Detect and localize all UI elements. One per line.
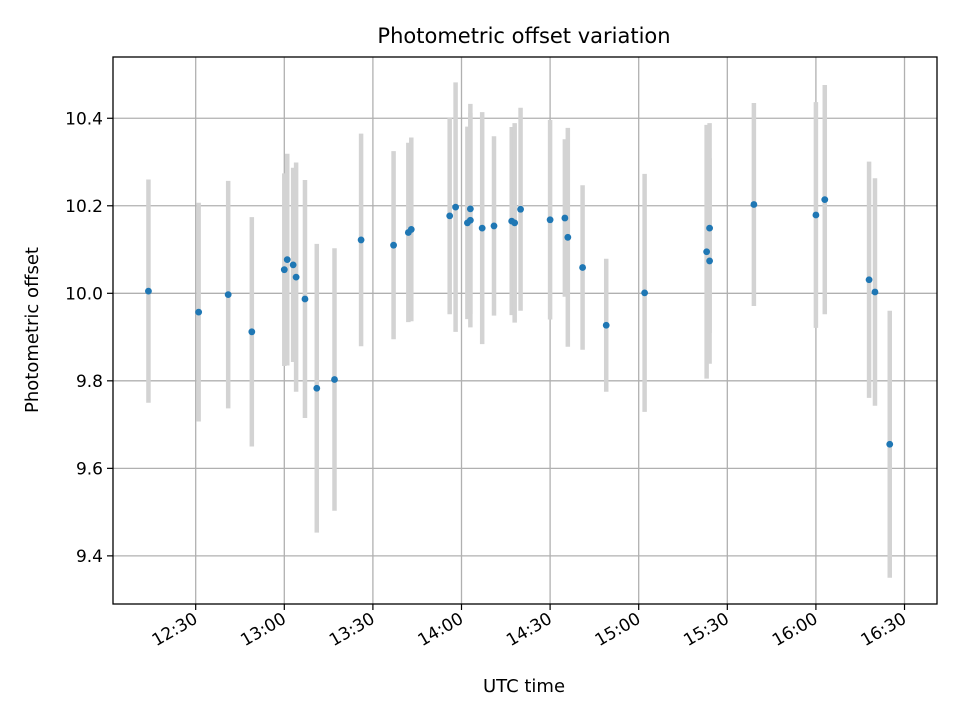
- data-points: [145, 196, 894, 448]
- data-point: [886, 440, 894, 448]
- data-point: [466, 205, 474, 213]
- data-point: [283, 256, 291, 264]
- data-point: [292, 273, 300, 281]
- y-axis-title: Photometric offset: [22, 247, 43, 413]
- data-point: [195, 308, 203, 316]
- data-point: [602, 321, 610, 329]
- data-point: [706, 224, 713, 232]
- x-axis-title: UTC time: [483, 676, 565, 697]
- data-point: [289, 261, 297, 269]
- data-point: [390, 241, 397, 249]
- y-tick-label: 9.6: [76, 459, 103, 479]
- data-point: [248, 328, 256, 336]
- data-point: [750, 201, 758, 208]
- y-tick-label: 9.8: [76, 372, 103, 392]
- data-point: [517, 205, 524, 213]
- data-point: [871, 288, 879, 296]
- data-point: [703, 248, 711, 256]
- data-point: [564, 233, 572, 241]
- y-tick-label: 10.0: [65, 284, 103, 304]
- data-point: [561, 214, 569, 222]
- data-point: [452, 203, 459, 211]
- data-point: [357, 236, 365, 244]
- y-tick-label: 10.4: [65, 109, 103, 129]
- data-point: [641, 289, 649, 297]
- data-point: [407, 226, 415, 233]
- data-point: [546, 216, 554, 224]
- data-point: [812, 211, 820, 219]
- data-point: [446, 212, 454, 220]
- data-point: [301, 295, 309, 303]
- data-point: [313, 384, 321, 392]
- data-point: [821, 196, 829, 204]
- data-point: [280, 266, 288, 274]
- y-tick-label: 9.4: [76, 547, 103, 567]
- data-point: [331, 376, 338, 383]
- data-point: [224, 291, 232, 299]
- data-point: [706, 257, 713, 265]
- y-axis-ticks: 9.4 9.6 9.8 10.0 10.2 10.4: [65, 109, 113, 567]
- data-point: [865, 276, 873, 284]
- y-tick-label: 10.2: [65, 197, 103, 217]
- data-point: [511, 219, 519, 227]
- chart-title: Photometric offset variation: [377, 24, 670, 48]
- data-point: [478, 224, 486, 232]
- data-point: [466, 216, 474, 224]
- plot-area-frame: [112, 56, 938, 605]
- data-point: [579, 264, 586, 271]
- data-point: [490, 222, 498, 230]
- data-point: [145, 287, 152, 295]
